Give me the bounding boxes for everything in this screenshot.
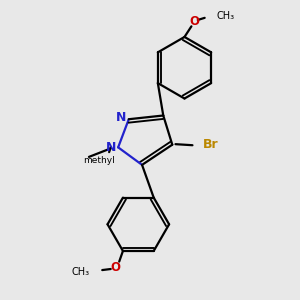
Text: methyl: methyl <box>82 156 114 165</box>
Text: O: O <box>110 261 120 274</box>
Text: N: N <box>116 111 127 124</box>
Text: N: N <box>106 141 116 154</box>
Text: CH₃: CH₃ <box>217 11 235 21</box>
Text: CH₃: CH₃ <box>72 267 90 277</box>
Text: O: O <box>189 14 199 28</box>
Text: Br: Br <box>203 138 219 151</box>
